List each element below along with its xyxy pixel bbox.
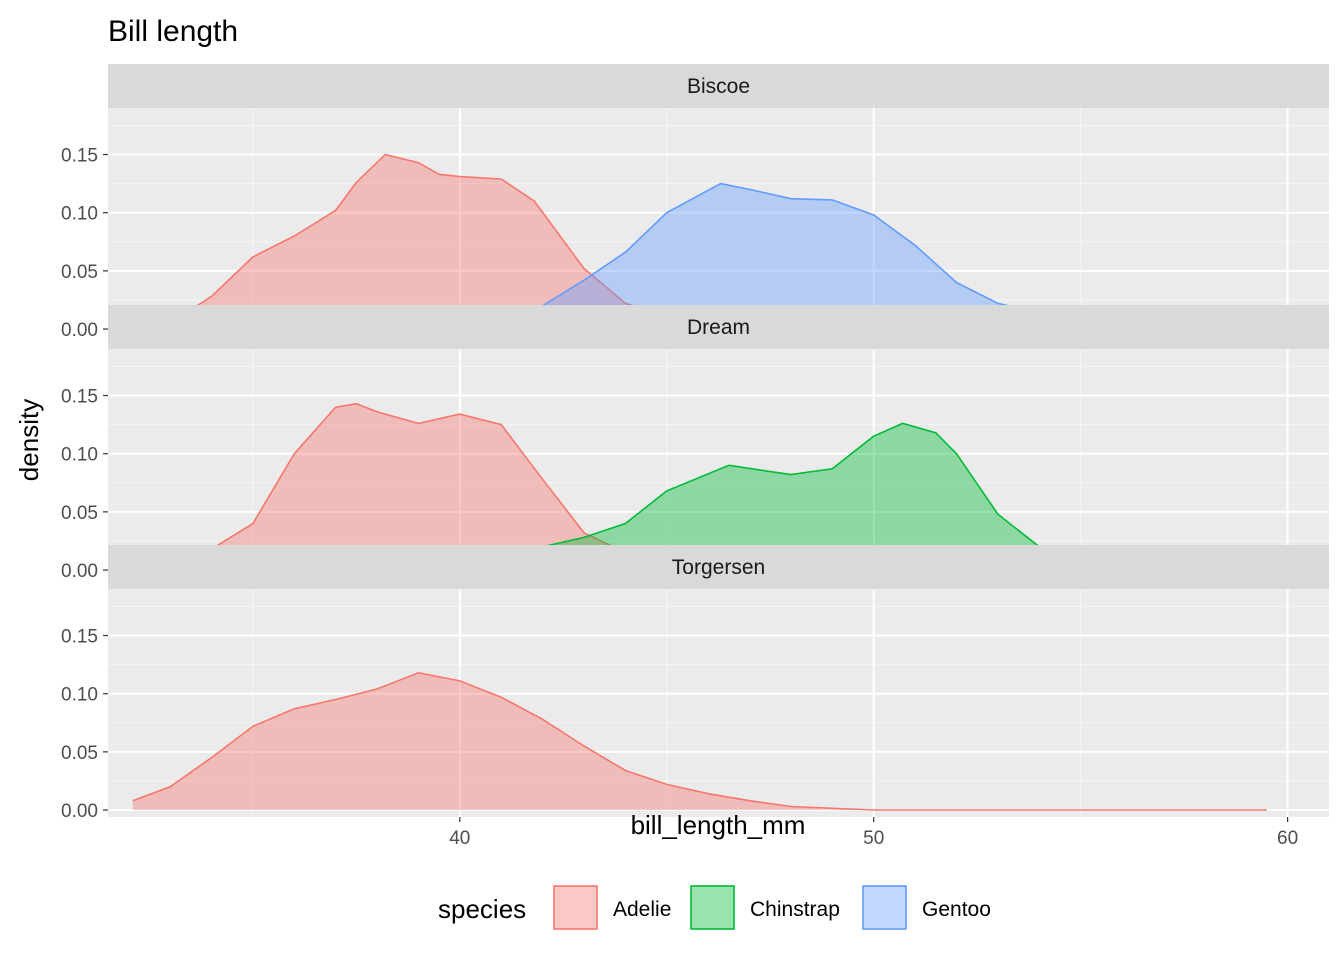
x-axis: 40 50 60 [449,817,1298,849]
x-tick-label: 40 [449,828,470,849]
density-area-adelie [132,403,1267,570]
y-tick-label: 0.15 [61,627,98,648]
density-line-adelie [132,671,1267,811]
y-tick-label: 0.15 [61,387,98,408]
density-area-chinstrap [132,423,1267,570]
x-axis-title: bill_length_mm [631,810,806,840]
facet-strip [108,64,1329,108]
panel-background [108,349,1329,577]
y-tick-label: 0.05 [61,262,98,283]
legend-label: Gentoo [922,898,991,921]
legend-key [862,885,907,930]
facet-strip [108,305,1329,349]
density-area-adelie [132,154,1267,329]
legend-label: Adelie [613,898,671,921]
y-tick-label: 0.05 [61,503,98,524]
facet-strip-label: Biscoe [687,75,750,98]
density-area-adelie [132,672,1267,810]
y-tick-label: 0.05 [61,743,98,764]
x-tick-label: 60 [1277,828,1298,849]
y-tick-label: 0.15 [61,146,98,167]
panel-biscoe: Biscoe 0.00 0.05 0.10 0.15 [61,64,1329,341]
y-tick-label: 0.10 [61,685,98,706]
x-tick-label: 50 [863,828,884,849]
legend: species Adelie Chinstrap Gentoo [438,885,991,930]
legend-item-gentoo: Gentoo [862,885,991,930]
panel-torgersen: Torgersen 0.00 0.05 0.10 0.15 [61,545,1329,822]
legend-label: Chinstrap [750,898,840,921]
y-tick-label: 0.10 [61,204,98,225]
density-area-gentoo [132,183,1267,329]
chart-title: Bill length [108,15,238,48]
facet-strip [108,545,1329,589]
y-tick-label: 0.10 [61,445,98,466]
facet-strip-label: Dream [687,316,750,339]
legend-item-adelie: Adelie [553,885,671,930]
y-axis-title: density [14,399,44,481]
facet-strip-label: Torgersen [672,556,765,579]
panel-background [108,108,1329,336]
y-tick-label: 0.00 [61,561,98,582]
legend-title: species [438,894,526,924]
panel-dream: Dream 0.00 0.05 0.10 0.15 [61,305,1329,582]
legend-key [690,885,735,930]
y-tick-label: 0.00 [61,801,98,822]
y-tick-label: 0.00 [61,320,98,341]
legend-key [553,885,598,930]
legend-item-chinstrap: Chinstrap [690,885,840,930]
panel-background [108,589,1329,817]
facet-panels: Biscoe 0.00 0.05 0.10 0.15 Dream 0.00 0.05 0.10 0… [61,64,1329,822]
